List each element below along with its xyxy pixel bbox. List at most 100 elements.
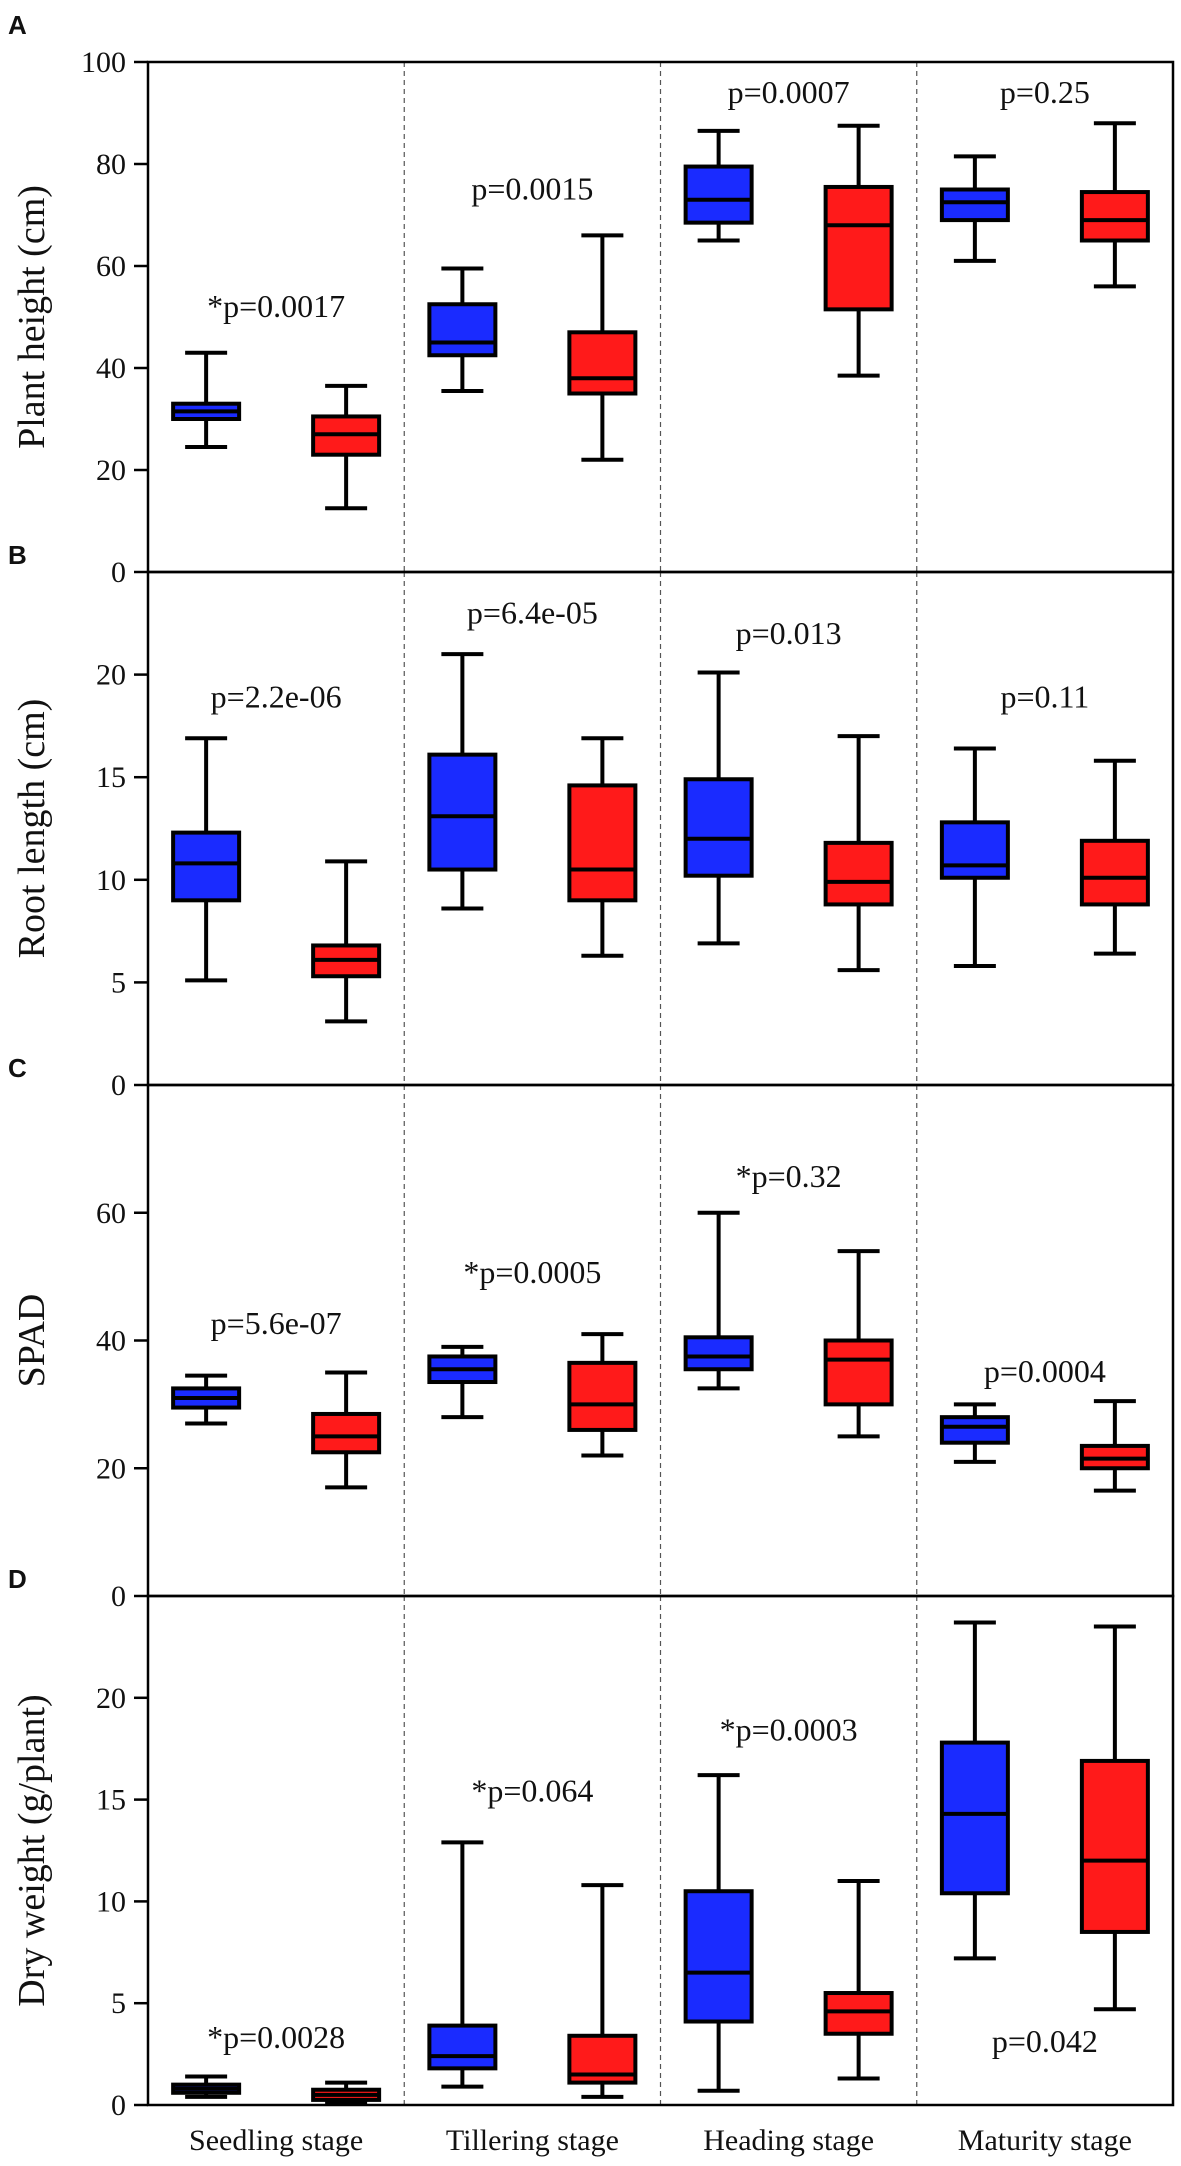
box-iqr	[939, 187, 1010, 223]
box-blue-1	[427, 652, 498, 911]
y-tick-label: 0	[111, 556, 126, 589]
box-blue-2	[683, 670, 754, 946]
y-tick-label: 60	[96, 1197, 126, 1230]
p-value-label: *p=0.0017	[207, 288, 345, 324]
box-iqr	[1079, 838, 1150, 907]
box-blue-3	[939, 1620, 1010, 1961]
box-blue-1	[427, 266, 498, 393]
box-red-1	[567, 1883, 638, 2099]
box-red-1	[567, 1332, 638, 1458]
panel-a: A 0 20 40 60 80 100 Plant height (cm) *p=0.0017 p…	[8, 10, 1175, 589]
y-tick-label: 10	[96, 1885, 126, 1918]
box-iqr	[1079, 190, 1150, 243]
box-red-3	[1079, 1624, 1150, 2012]
box-blue-2	[683, 1210, 754, 1391]
y-tick-label: 60	[96, 250, 126, 283]
y-axis-label: Root length (cm)	[11, 699, 53, 959]
p-value-label: p=5.6e-07	[211, 1305, 342, 1341]
x-category-label: Tillering stage	[446, 2124, 619, 2157]
box-iqr	[427, 2023, 498, 2071]
p-value-label: p=0.042	[992, 2023, 1098, 2059]
y-tick-label: 15	[96, 1784, 126, 1817]
box-blue-3	[939, 1402, 1010, 1464]
p-value-label: p=2.2e-06	[211, 678, 342, 714]
box-iqr	[427, 302, 498, 358]
y-axis-label: SPAD	[11, 1294, 53, 1388]
y-tick-label: 40	[96, 1325, 126, 1358]
box-blue-2	[683, 1773, 754, 2093]
p-value-label: *p=0.0003	[720, 1712, 858, 1748]
box-iqr	[939, 820, 1010, 880]
box-blue-0	[171, 1373, 242, 1426]
p-value-label: p=0.25	[1000, 74, 1090, 110]
box-red-2	[823, 734, 894, 973]
box-red-2	[823, 1879, 894, 2081]
box-blue-3	[939, 746, 1010, 968]
y-tick-label: 80	[96, 148, 126, 181]
y-tick-label: 0	[111, 2089, 126, 2122]
y-tick-label: 15	[96, 761, 126, 794]
panel-letter: D	[8, 1564, 27, 1594]
box-iqr	[939, 1415, 1010, 1445]
box-iqr	[683, 1335, 754, 1372]
box-iqr	[1079, 1758, 1150, 1934]
y-tick-label: 20	[96, 1682, 126, 1715]
box-red-2	[823, 123, 894, 378]
box-iqr	[427, 752, 498, 872]
p-value-label: *p=0.0028	[207, 2019, 345, 2055]
box-blue-3	[939, 154, 1010, 263]
panel-letter: A	[8, 10, 27, 40]
box-red-0	[311, 2080, 382, 2104]
y-tick-label: 0	[111, 1069, 126, 1102]
y-axis-label: Dry weight (g/plant)	[11, 1694, 53, 2006]
box-red-1	[567, 233, 638, 462]
p-value-label: p=0.0004	[984, 1353, 1106, 1389]
box-iqr	[683, 1889, 754, 2024]
box-blue-0	[171, 736, 242, 983]
box-iqr	[171, 830, 242, 903]
box-iqr	[567, 783, 638, 903]
box-iqr	[939, 1740, 1010, 1896]
p-value-label: p=0.0007	[728, 74, 850, 110]
box-iqr	[567, 330, 638, 396]
box-red-0	[311, 859, 382, 1024]
y-tick-label: 20	[96, 454, 126, 487]
p-value-label: *p=0.32	[736, 1158, 842, 1194]
p-value-label: p=0.013	[736, 615, 842, 651]
panel-c: C 0 20 40 60 SPAD p=5.6e-07 *p=0.0005 *p=0.32 p=0…	[8, 1053, 1175, 1613]
box-red-3	[1079, 758, 1150, 956]
y-tick-label: 20	[96, 659, 126, 692]
y-tick-label: 5	[111, 1987, 126, 2020]
box-iqr	[823, 840, 894, 907]
box-red-3	[1079, 1399, 1150, 1493]
box-red-0	[311, 383, 382, 511]
box-iqr	[683, 777, 754, 878]
p-value-label: *p=0.064	[471, 1773, 593, 1809]
y-tick-label: 100	[81, 46, 126, 79]
y-tick-label: 40	[96, 352, 126, 385]
box-iqr	[823, 184, 894, 312]
p-value-label: p=0.0015	[471, 171, 593, 207]
box-blue-0	[171, 350, 242, 450]
panel-b: B 0 5 10 15 20 Root length (cm) p=2.2e-06 p=6.4e…	[8, 540, 1175, 1102]
box-iqr	[823, 1338, 894, 1407]
box-iqr	[683, 164, 754, 225]
y-tick-label: 10	[96, 864, 126, 897]
box-red-1	[567, 736, 638, 958]
y-tick-label: 20	[96, 1452, 126, 1485]
y-tick-label: 0	[111, 1580, 126, 1613]
box-iqr	[567, 1360, 638, 1432]
p-value-label: *p=0.0005	[463, 1254, 601, 1290]
box-red-3	[1079, 121, 1150, 289]
plot-frame	[146, 1594, 1175, 2107]
panel-d: D 0 5 10 15 20 Dry weight (g/plant) *p=0.0028 *p…	[8, 1564, 1175, 2122]
box-blue-1	[427, 1840, 498, 2089]
p-value-label: p=0.11	[1000, 678, 1089, 714]
x-category-label: Maturity stage	[958, 2124, 1132, 2157]
box-iqr	[311, 1411, 382, 1455]
box-red-2	[823, 1249, 894, 1439]
box-blue-0	[171, 2074, 242, 2099]
box-blue-2	[683, 128, 754, 243]
panel-letter: C	[8, 1053, 27, 1083]
